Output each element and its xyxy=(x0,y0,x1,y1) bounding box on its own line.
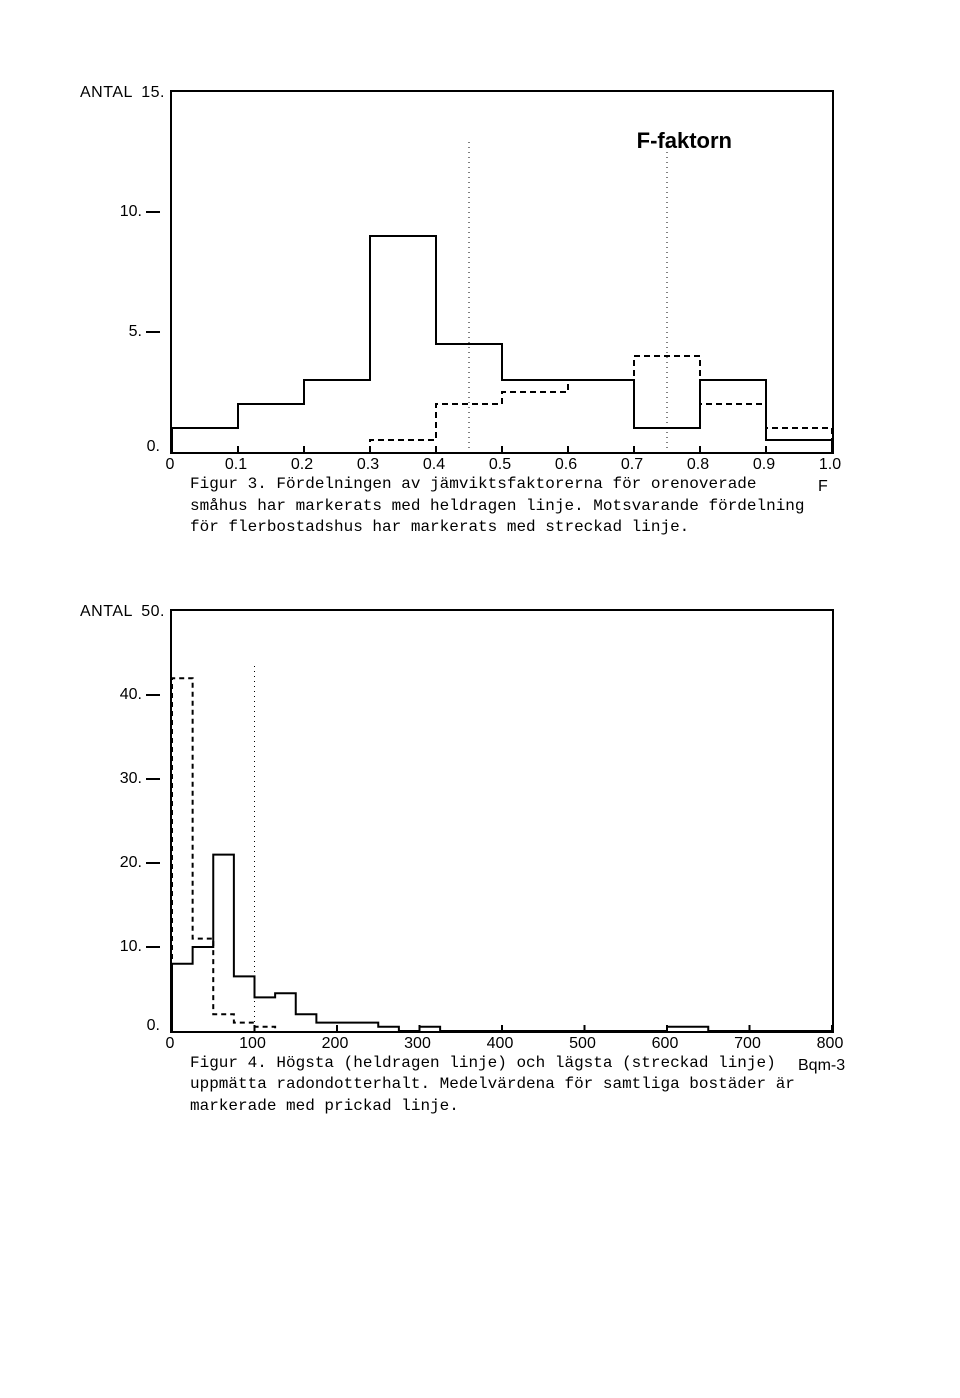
x-tick: 0.4 xyxy=(423,456,445,474)
y-axis-name: ANTAL xyxy=(80,84,132,101)
y-tick-5: 5. xyxy=(110,323,160,341)
x-tick: 200 xyxy=(322,1035,349,1053)
y-tick-50: 50 xyxy=(141,603,160,620)
chart-4-frame xyxy=(170,609,834,1033)
x-axis-label-Bqm3: Bqm-3 xyxy=(798,1057,845,1075)
x-tick: 0.2 xyxy=(291,456,313,474)
figure-3-caption: Figur 3. Fördelningen av jämviktsfaktore… xyxy=(190,474,820,539)
y-tick-30: 30. xyxy=(110,770,160,788)
y-axis-label: ANTAL 15. xyxy=(80,84,165,102)
x-tick: 800 xyxy=(817,1035,844,1053)
figure-3: ANTAL 15. 10. 5. 0. F-faktorn 00.10.20.3… xyxy=(170,90,900,454)
chart-4-svg xyxy=(172,611,832,1031)
x-axis-label-F: F xyxy=(818,478,828,496)
y-tick-0-2: 0. xyxy=(110,1017,160,1035)
y-axis-name-4: ANTAL xyxy=(80,603,132,620)
x-tick: 700 xyxy=(734,1035,761,1053)
x-tick: 0.1 xyxy=(225,456,247,474)
y-tick-10: 10. xyxy=(110,203,160,221)
y-tick-20: 20. xyxy=(110,854,160,872)
y-tick-10-2: 10. xyxy=(110,938,160,956)
x-tick: 0.6 xyxy=(555,456,577,474)
x-tick: 0 xyxy=(166,456,175,474)
x-tick: 300 xyxy=(404,1035,431,1053)
y-axis-label-4: ANTAL 50. xyxy=(80,603,165,621)
y-tick-40: 40. xyxy=(110,686,160,704)
figure-4: ANTAL 50. 40. 30. 20. 10. 0. 01002003004… xyxy=(170,609,900,1033)
page: ANTAL 15. 10. 5. 0. F-faktorn 00.10.20.3… xyxy=(0,0,960,1398)
x-tick: 0 xyxy=(166,1035,175,1053)
x-tick: 0.3 xyxy=(357,456,379,474)
y-tick-15: 15 xyxy=(141,84,160,101)
chart-3-svg xyxy=(172,92,832,452)
x-tick: 500 xyxy=(569,1035,596,1053)
x-tick: 0.9 xyxy=(753,456,775,474)
x-tick: 100 xyxy=(239,1035,266,1053)
x-tick: 600 xyxy=(652,1035,679,1053)
x-tick: 1.0 xyxy=(819,456,841,474)
chart-3-frame: F-faktorn xyxy=(170,90,834,454)
x-tick: 0.5 xyxy=(489,456,511,474)
y-tick-0: 0. xyxy=(110,438,160,456)
x-tick: 0.8 xyxy=(687,456,709,474)
figure-4-caption: Figur 4. Högsta (heldragen linje) och lä… xyxy=(190,1053,820,1118)
x-tick: 0.7 xyxy=(621,456,643,474)
x-tick: 400 xyxy=(487,1035,514,1053)
